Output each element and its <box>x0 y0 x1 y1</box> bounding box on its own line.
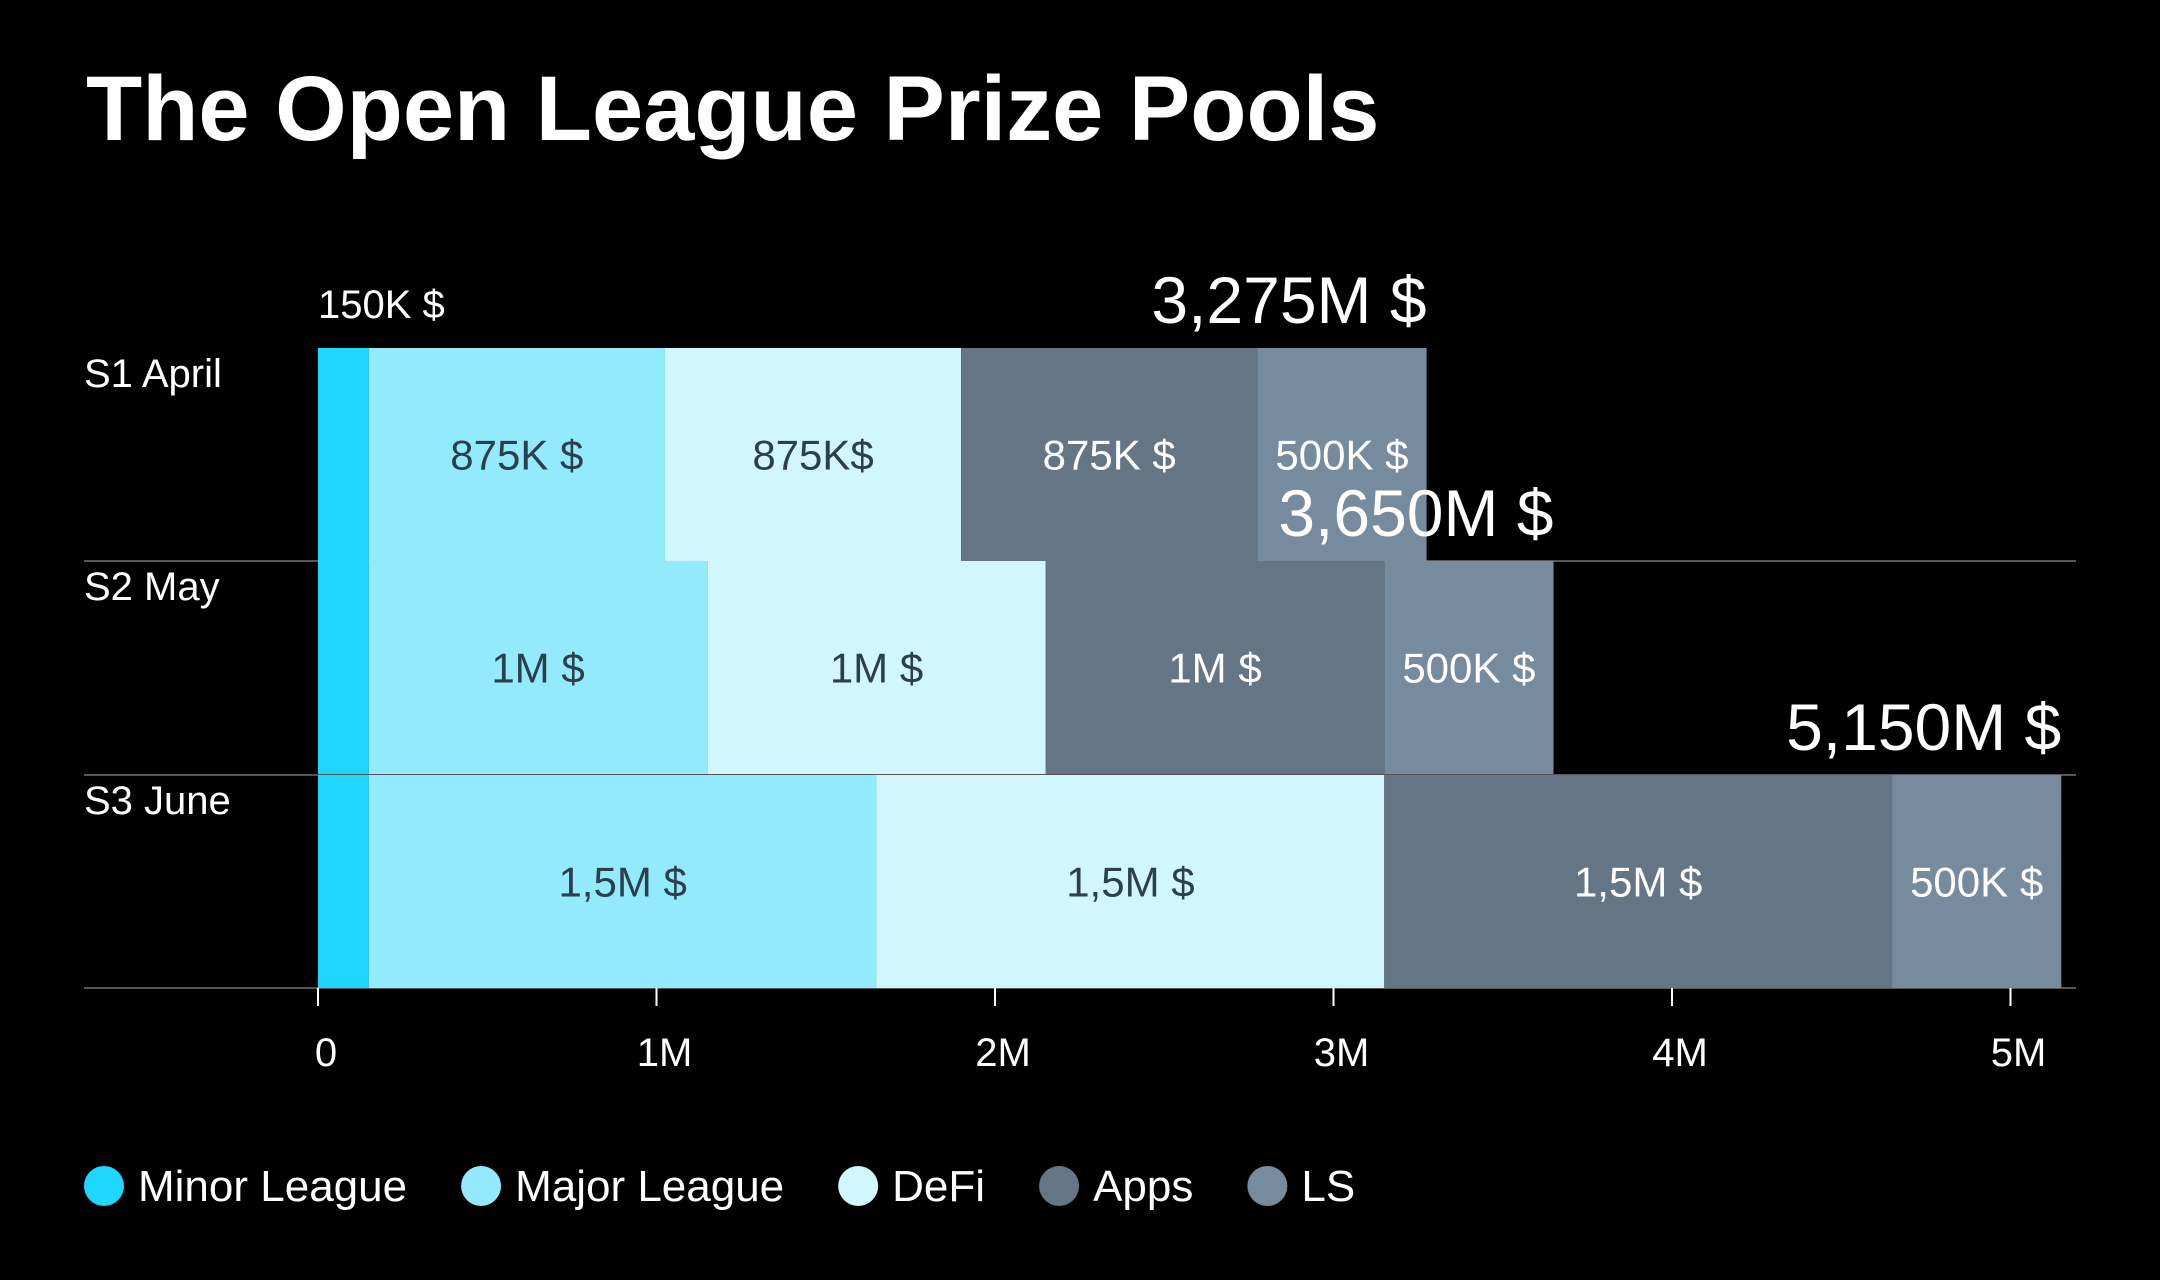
x-tick-label-3: 3M <box>1314 1031 1370 1075</box>
bar-defi-s2-may <box>707 561 1046 774</box>
chart-title: The Open League Prize Pools <box>86 58 1379 160</box>
total-label-s1-april: 3,275M $ <box>1151 263 1426 337</box>
data-label-defi-s1-april: 875K$ <box>752 432 873 479</box>
x-axis: 0 1M 2M 3M 4M 5M <box>315 988 2046 1075</box>
data-label-apps-s3-june: 1,5M $ <box>1574 859 1702 906</box>
bar-ls-s3-june <box>1892 775 2062 988</box>
data-label-ls-s1-april: 500K $ <box>1275 432 1408 479</box>
bar-minor-league-s1-april <box>318 348 369 561</box>
legend-swatch-defi <box>838 1166 879 1206</box>
bars-group <box>318 348 2062 988</box>
legend-label-ls: LS <box>1301 1162 1355 1211</box>
x-tick-label-0: 0 <box>315 1031 337 1075</box>
bar-minor-league-s3-june <box>318 775 369 988</box>
total-label-s2-may: 3,650M $ <box>1278 476 1553 550</box>
data-label-major-league-s1-april: 875K $ <box>450 432 583 479</box>
legend-label-major-league: Major League <box>515 1162 784 1211</box>
row-label-s3-june: S3 June <box>84 779 231 823</box>
x-tick-label-5: 5M <box>1991 1031 2047 1075</box>
bar-apps-s3-june <box>1384 775 1893 988</box>
legend-swatch-minor-league <box>84 1166 124 1206</box>
data-label-defi-s3-june: 1,5M $ <box>1066 859 1194 906</box>
bar-major-league-s1-april <box>368 348 665 561</box>
data-label-ls-s2-may: 500K $ <box>1402 645 1535 692</box>
bar-major-league-s3-june <box>368 775 877 988</box>
x-tick-label-4: 4M <box>1652 1031 1708 1075</box>
total-label-s3-june: 5,150M $ <box>1786 690 2061 764</box>
legend-swatch-major-league <box>461 1166 502 1206</box>
bar-ls-s2-may <box>1384 561 1554 774</box>
annotation-minor-league-s1-april: 150K $ <box>318 283 445 327</box>
bar-major-league-s2-may <box>368 561 708 774</box>
data-label-apps-s1-april: 875K $ <box>1043 432 1176 479</box>
data-label-defi-s2-may: 1M $ <box>830 645 923 692</box>
bar-minor-league-s2-may <box>318 561 369 774</box>
bar-ls-s1-april <box>1257 348 1427 561</box>
x-tick-label-1: 1M <box>637 1031 693 1075</box>
row-label-s1-april: S1 April <box>84 352 222 396</box>
legend: Minor League Major League DeFi Apps LS <box>84 1162 1355 1211</box>
x-tick-label-2: 2M <box>975 1031 1031 1075</box>
data-label-major-league-s2-may: 1M $ <box>491 645 584 692</box>
legend-swatch-ls <box>1247 1166 1288 1206</box>
data-label-ls-s3-june: 500K $ <box>1910 859 2043 906</box>
data-label-apps-s2-may: 1M $ <box>1168 645 1261 692</box>
legend-label-minor-league: Minor League <box>138 1162 407 1211</box>
legend-label-apps: Apps <box>1093 1162 1193 1211</box>
bar-defi-s3-june <box>876 775 1385 988</box>
row-label-s2-may: S2 May <box>84 565 220 609</box>
labels-group: 875K $ 875K$ 875K $ 500K $ S1 April 3,275M $ 1… <box>84 263 2061 906</box>
legend-swatch-apps <box>1039 1166 1080 1206</box>
bar-defi-s1-april <box>664 348 962 561</box>
bar-apps-s2-may <box>1045 561 1385 774</box>
bar-apps-s1-april <box>961 348 1258 561</box>
legend-label-defi: DeFi <box>892 1162 985 1211</box>
data-label-major-league-s3-june: 1,5M $ <box>558 859 686 906</box>
